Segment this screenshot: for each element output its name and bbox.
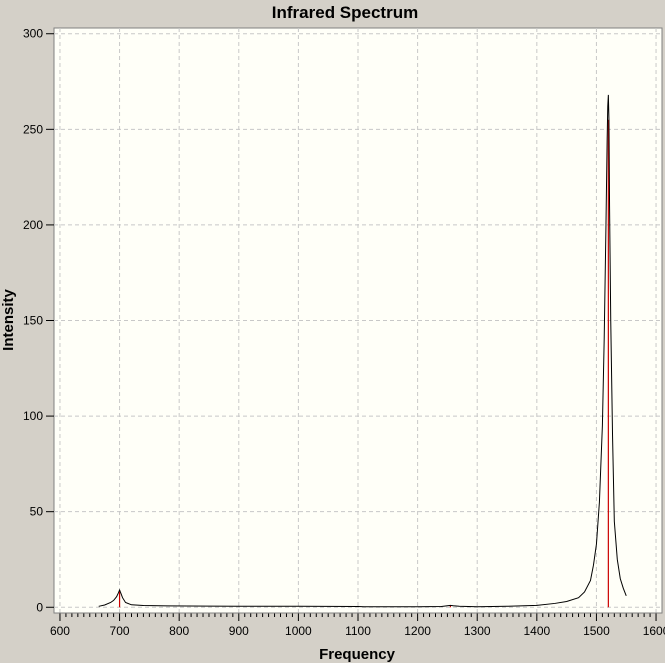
y-tick-label: 100 — [23, 409, 43, 423]
x-tick-label: 1400 — [523, 624, 550, 638]
y-tick-label: 300 — [23, 27, 43, 41]
x-tick-label: 1000 — [285, 624, 312, 638]
y-tick-label: 200 — [23, 218, 43, 232]
x-tick-label: 800 — [169, 624, 189, 638]
x-tick-label: 1100 — [345, 624, 371, 638]
y-tick-label: 50 — [30, 505, 44, 519]
y-axis-label: Intensity — [0, 289, 17, 351]
x-tick-label: 1300 — [464, 624, 491, 638]
grid-lines — [54, 28, 662, 613]
x-tick-label: 900 — [229, 624, 249, 638]
x-tick-label: 700 — [110, 624, 130, 638]
minor-ticks — [65, 613, 651, 617]
spectrum-line — [98, 94, 627, 608]
y-tick-label: 250 — [23, 122, 43, 136]
x-tick-label: 1500 — [583, 624, 610, 638]
x-tick-label: 600 — [50, 624, 70, 638]
y-tick-label: 150 — [23, 314, 43, 328]
x-tick-label: 1200 — [404, 624, 431, 638]
y-tick-label: 0 — [36, 600, 43, 614]
chart-title: Infrared Spectrum — [272, 3, 418, 22]
y-axis-ticks: 0 50 100 150 200 250 300 — [23, 27, 54, 614]
x-axis-label: Frequency — [319, 646, 396, 663]
